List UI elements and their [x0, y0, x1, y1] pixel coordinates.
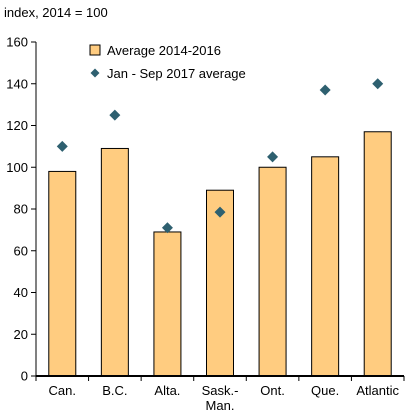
marker-point	[161, 222, 173, 234]
legend-label: Average 2014-2016	[107, 43, 221, 58]
legend-bar-swatch	[89, 44, 101, 56]
x-category-label: Alta.	[154, 383, 180, 398]
y-tick-label: 40	[14, 285, 28, 300]
x-category-label: Sask.-	[202, 383, 239, 398]
y-tick-label: 100	[6, 160, 28, 175]
x-category-label: Atlantic	[356, 383, 399, 398]
bar	[153, 231, 182, 377]
y-unit-label: index, 2014 = 100	[4, 5, 108, 20]
y-tick-label: 120	[6, 118, 28, 133]
marker-point	[109, 109, 121, 121]
bar	[48, 170, 77, 377]
y-tick-label: 140	[6, 76, 28, 91]
y-axis: 0 20 40 60 80 100 120 140 160	[6, 35, 37, 384]
x-category-label: B.C.	[102, 383, 127, 398]
bar	[100, 147, 129, 377]
marker-series	[56, 78, 384, 234]
y-tick-label: 0	[21, 369, 28, 384]
marker-point	[267, 151, 279, 163]
x-category-label: Man.	[206, 398, 235, 413]
bar	[311, 156, 340, 377]
marker-point	[319, 84, 331, 96]
x-axis: Can. B.C. Alta. Sask.-Man. Ont. Que. Atlantic	[35, 375, 405, 413]
legend: Average 2014-2016 Jan - Sep 2017 average	[89, 43, 246, 81]
bar	[363, 131, 392, 377]
marker-point	[56, 140, 68, 152]
legend-marker-swatch	[90, 68, 100, 78]
marker-point	[372, 78, 384, 90]
y-tick-label: 20	[14, 327, 28, 342]
y-tick-label: 80	[14, 202, 28, 217]
x-category-label: Ont.	[260, 383, 285, 398]
bar-series	[48, 131, 392, 377]
legend-label: Jan - Sep 2017 average	[107, 66, 246, 81]
marker-point	[214, 206, 226, 218]
bar	[258, 166, 287, 377]
y-tick-label: 60	[14, 243, 28, 258]
y-tick-label: 160	[6, 35, 28, 50]
x-category-label: Que.	[311, 383, 339, 398]
bar	[206, 189, 234, 377]
x-category-label: Can.	[49, 383, 76, 398]
